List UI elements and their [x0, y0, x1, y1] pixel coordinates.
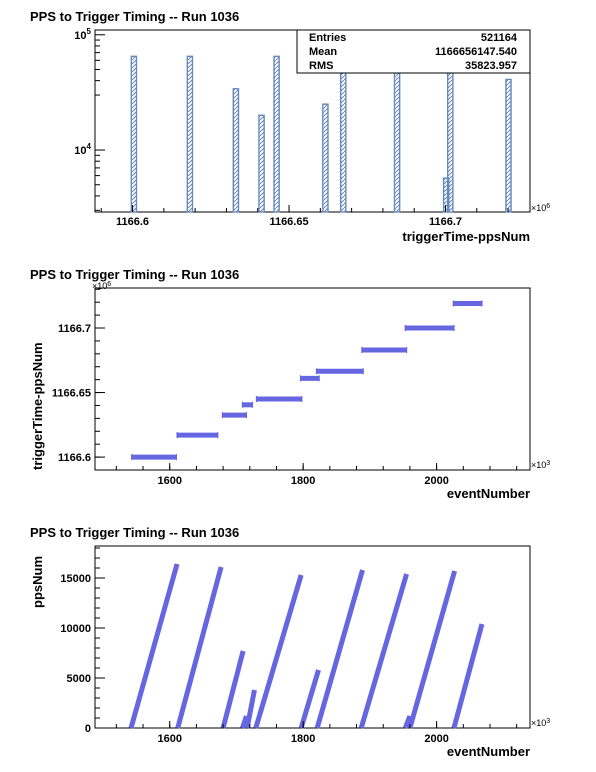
stats-box: Entries 521164 Mean 1166656147.540 RMS 35823.…	[296, 29, 531, 74]
x-tick-label: 1166.65	[269, 216, 308, 228]
x-tick-label: 1166.7	[429, 216, 462, 228]
marker-segment	[175, 566, 224, 729]
y-tick-label: 105	[74, 27, 91, 42]
timing-vs-event-y-multiplier: ×106	[92, 281, 111, 291]
pps-vs-event-x-multiplier: ×103	[531, 718, 550, 728]
pps-vs-event-markers	[128, 563, 485, 729]
histogram-title: PPS to Trigger Timing -- Run 1036	[30, 9, 239, 24]
y-tick-label: 104	[74, 142, 91, 157]
x-tick-label: 1600	[157, 475, 181, 487]
y-tick-label: 15000	[60, 573, 91, 585]
histogram-bar	[232, 88, 240, 213]
pps-vs-event-frame	[94, 545, 531, 729]
x-tick-label: 1800	[291, 733, 315, 745]
stats-box-frame	[296, 29, 531, 74]
marker-segment	[244, 689, 257, 729]
y-tick-label: 1166.7	[58, 323, 91, 335]
timing-vs-event-ylabel: triggerTime-ppsNum	[30, 342, 45, 470]
marker-segment	[402, 715, 413, 729]
timing-vs-event-xlabel: eventNumber	[447, 486, 530, 501]
histogram-axes: 1166.6 1166.65 1166.7 104 105	[74, 27, 509, 228]
histogram-bar	[273, 55, 280, 213]
stats-rows: Entries 521164 Mean 1166656147.540 RMS 35823.…	[309, 32, 518, 72]
x-tick-label: 1600	[157, 733, 181, 745]
x-tick-label: 1166.6	[116, 216, 149, 228]
timing-vs-event-title: PPS to Trigger Timing -- Run 1036	[30, 267, 239, 282]
pps-vs-event-axes: 1600 1800 2000 0 5000 10000 15000	[60, 547, 518, 745]
histogram-x-multiplier: ×106	[531, 203, 550, 213]
stats-value: 35823.957	[465, 60, 517, 72]
timing-vs-event-axes: 1600 1800 2000 1166.6 1166.65 1166.7	[52, 288, 518, 487]
stats-label: Entries	[309, 32, 346, 44]
pps-vs-event-ylabel: ppsNum	[30, 556, 45, 608]
stats-label: Mean	[309, 46, 337, 58]
histogram-bars	[130, 55, 512, 213]
y-tick-label: 1166.65	[52, 388, 91, 400]
x-tick-label: 2000	[424, 475, 448, 487]
histogram-bar	[505, 78, 512, 213]
pps-vs-event-panel: PPS to Trigger Timing -- Run 1036 1600 18…	[30, 525, 550, 759]
marker-segment	[253, 574, 304, 729]
y-tick-label: 10000	[60, 623, 91, 635]
marker-segment	[407, 570, 458, 729]
marker-segment	[220, 650, 246, 729]
histogram-bar	[393, 55, 401, 213]
y-tick-label: 1166.6	[58, 452, 91, 464]
stats-value: 1166656147.540	[435, 46, 517, 58]
pps-vs-event-title: PPS to Trigger Timing -- Run 1036	[30, 525, 239, 540]
marker-segment	[298, 669, 321, 729]
histogram-xlabel: triggerTime-ppsNum	[402, 229, 530, 244]
marker-segment	[358, 573, 409, 729]
timing-vs-event-x-multiplier: ×103	[531, 460, 550, 470]
stats-label: RMS	[309, 60, 333, 72]
y-tick-label: 5000	[67, 673, 91, 685]
histogram-bar	[130, 55, 138, 213]
marker-segment	[451, 623, 485, 729]
histogram-bar	[186, 55, 194, 213]
pps-vs-event-xlabel: eventNumber	[447, 744, 530, 759]
marker-segment	[240, 715, 249, 729]
histogram-bar	[339, 55, 347, 213]
histogram-bar	[446, 55, 454, 213]
histogram-bar	[258, 114, 265, 213]
histogram-panel: PPS to Trigger Timing -- Run 1036 1166.6…	[30, 9, 550, 244]
timing-vs-event-panel: PPS to Trigger Timing -- Run 1036 1600 18…	[30, 267, 550, 501]
x-tick-label: 2000	[424, 733, 448, 745]
marker-segment	[314, 569, 365, 729]
marker-segment	[128, 563, 180, 729]
timing-vs-event-markers	[131, 300, 483, 461]
y-tick-label: 0	[85, 723, 91, 735]
histogram-bar	[322, 103, 329, 213]
x-tick-label: 1800	[291, 475, 315, 487]
stats-value: 521164	[481, 32, 518, 44]
